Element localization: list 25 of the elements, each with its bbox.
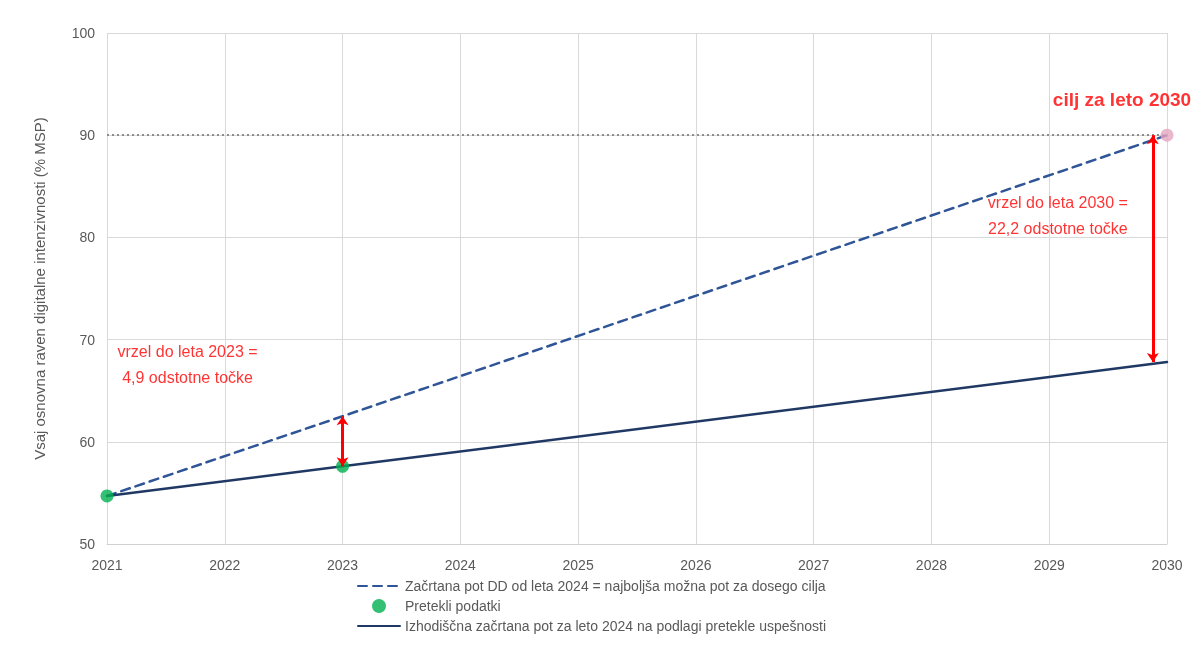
x-tick-label: 2021 xyxy=(91,557,123,573)
annotation: cilj za leto 2030 xyxy=(1052,88,1192,110)
x-tick-label: 2030 xyxy=(1151,557,1183,573)
y-tick-label: 50 xyxy=(79,536,96,552)
point xyxy=(1160,128,1174,142)
y-axis-title: Vsaj osnovna raven digitalne intenzivnosti (% MSP) xyxy=(31,117,48,460)
legend-label: Pretekli podatki xyxy=(405,598,501,614)
x-tick-label: 2027 xyxy=(798,557,830,573)
y-tick-label: 60 xyxy=(79,433,96,450)
x-tick-label: 2026 xyxy=(680,557,712,573)
y-tick-label: 90 xyxy=(79,127,96,144)
annotation: vrzel do leta 2023 = 4,9 odstotne točke xyxy=(117,342,258,386)
x-tick-label: 2029 xyxy=(1033,557,1065,573)
y-tick-label: 80 xyxy=(79,229,96,246)
legend-label: Izhodiščna začrtana pot za leto 2024 na podlagi pretekle uspešnosti xyxy=(405,618,827,634)
y-tick-label: 100 xyxy=(71,25,96,41)
x-tick-label: 2023 xyxy=(326,557,359,573)
annotation: vrzel do leta 2030 = 22,2 odstotne točke xyxy=(987,193,1128,237)
x-tick-label: 2025 xyxy=(562,557,594,573)
x-tick-label: 2028 xyxy=(915,557,948,573)
x-tick-label: 2024 xyxy=(444,557,477,573)
x-tick-label: 2022 xyxy=(209,557,241,573)
legend-label: Začrtana pot DD od leta 2024 = najboljša možna pot za dosego cilja xyxy=(405,578,826,594)
point xyxy=(100,489,114,503)
y-tick-label: 70 xyxy=(79,331,96,348)
